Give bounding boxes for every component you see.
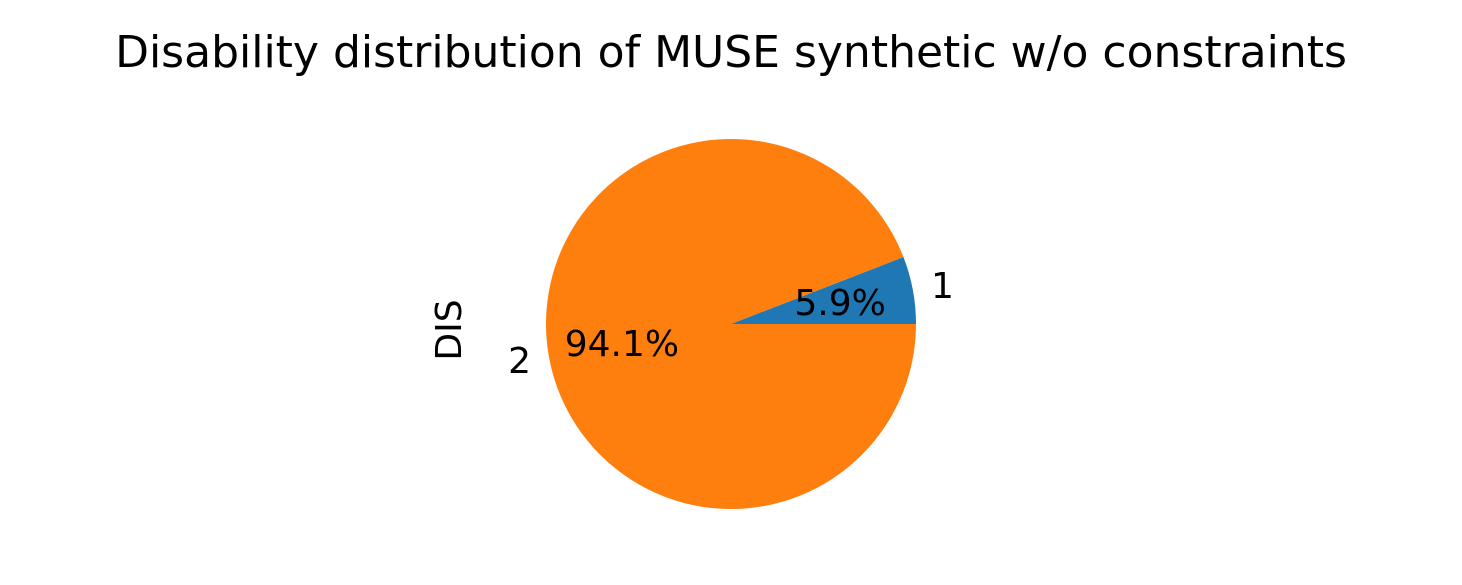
pie-labels: 1 5.9% 2 94.1% [508,266,954,382]
slice-label-1: 1 [931,266,954,307]
y-axis-label: DIS [429,299,470,360]
slice-percent-1: 5.9% [794,283,885,324]
pie-slices [546,138,917,510]
chart-title: Disability distribution of MUSE syntheti… [115,27,1347,78]
pie-slice-2 [546,138,916,510]
pie-slice-1 [731,256,917,324]
slice-percent-2: 94.1% [565,324,679,365]
slice-label-2: 2 [508,341,531,382]
